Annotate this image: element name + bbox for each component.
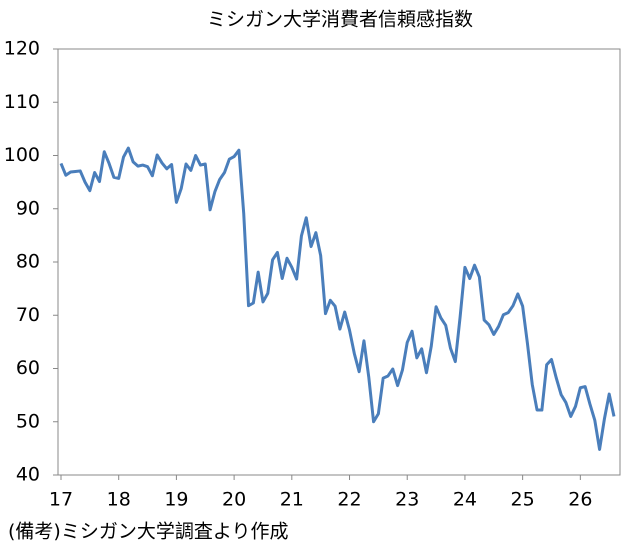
x-tick-label: 25 (511, 489, 535, 511)
data-line (59, 146, 616, 451)
y-tick-label: 50 (16, 410, 40, 432)
source-note: (備考)ミシガン大学調査より作成 (8, 521, 288, 543)
y-tick-label: 40 (16, 464, 40, 486)
x-tick-label: 22 (337, 489, 361, 511)
x-tick-label: 19 (164, 489, 188, 511)
chart-title: ミシガン大学消費者信頼感指数 (207, 9, 473, 31)
x-tick-label: 21 (280, 489, 304, 511)
y-tick-label: 70 (16, 304, 40, 326)
x-tick-label: 26 (568, 489, 592, 511)
y-tick-label: 90 (16, 197, 40, 219)
x-tick-label: 18 (107, 489, 131, 511)
x-tick-label: 17 (49, 489, 73, 511)
y-tick-label: 80 (16, 251, 40, 273)
x-tick-label: 24 (453, 489, 477, 511)
plot-frame (57, 48, 621, 476)
y-tick-label: 100 (4, 144, 40, 166)
y-tick-label: 120 (4, 38, 40, 60)
y-tick-label: 60 (16, 357, 40, 379)
x-tick-label: 20 (222, 489, 246, 511)
x-tick-label: 23 (395, 489, 419, 511)
y-tick-label: 110 (4, 91, 40, 113)
